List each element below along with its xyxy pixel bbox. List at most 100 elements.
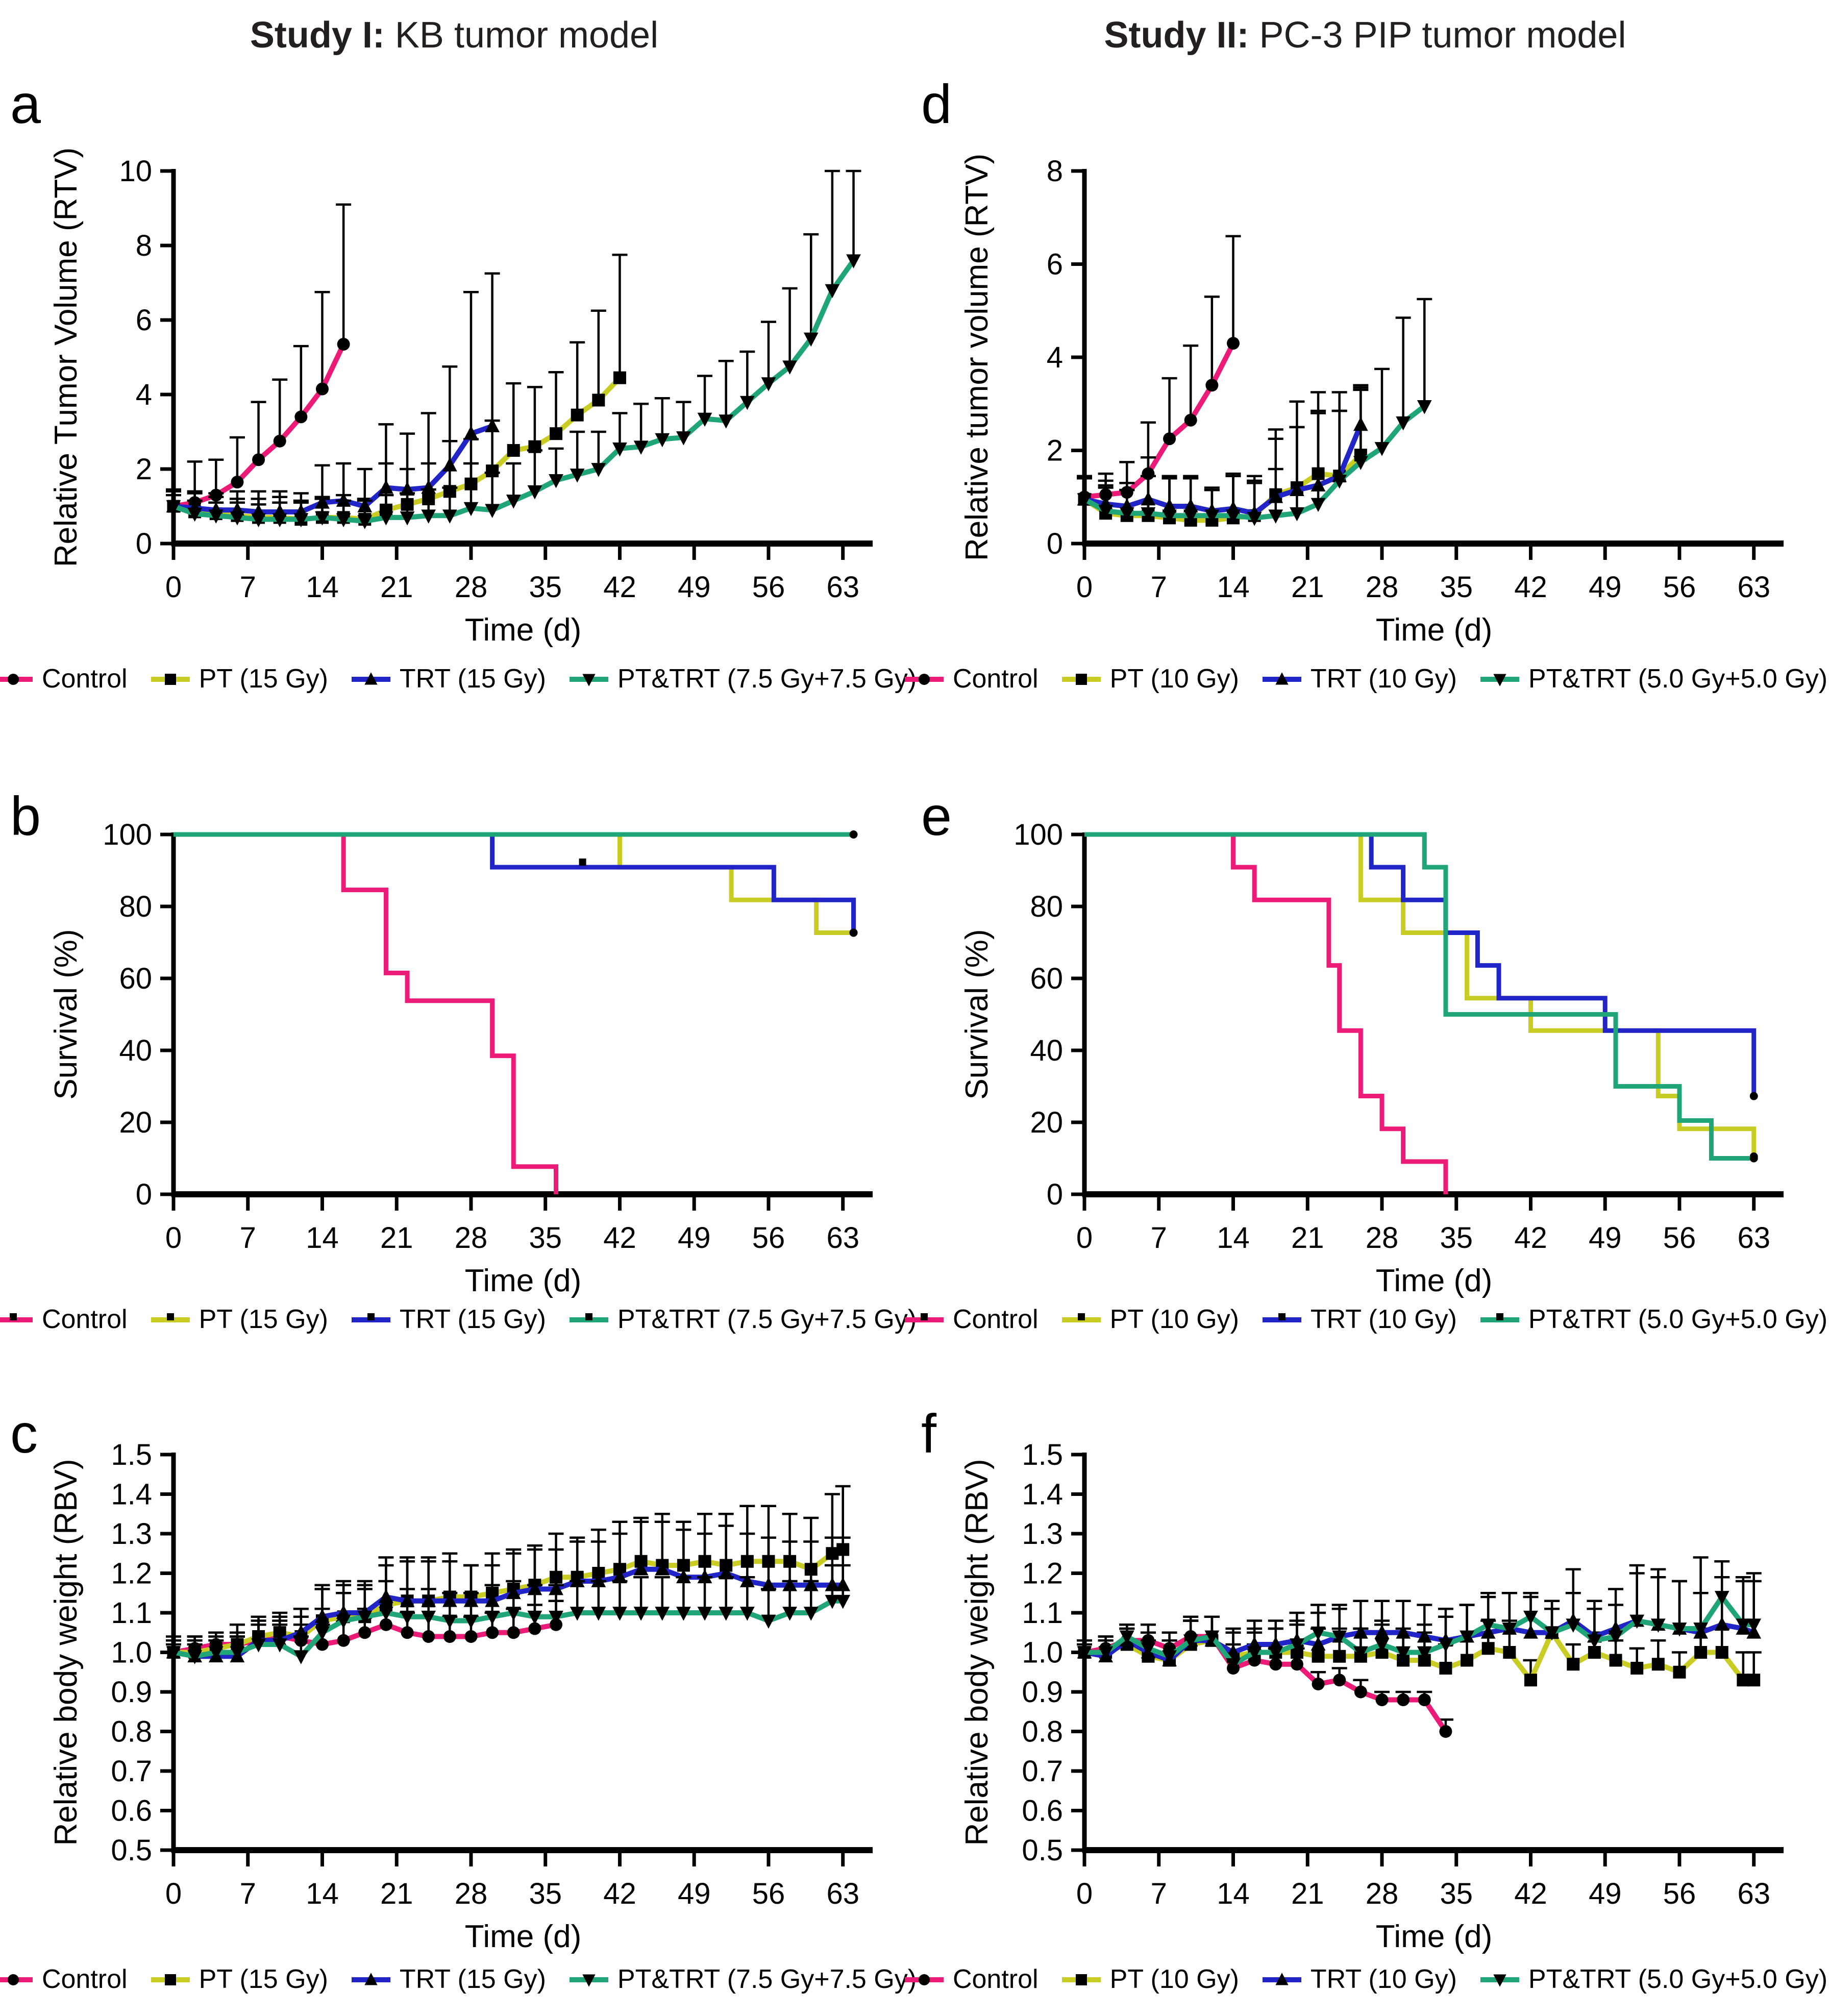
svg-text:14: 14 xyxy=(1217,1221,1250,1255)
legend-f: Control PT (10 Gy) TRT (10 Gy) PT&TRT (5.0 … xyxy=(904,1964,1827,1995)
svg-text:0.6: 0.6 xyxy=(111,1794,152,1828)
svg-text:Relative tumor volume (RTV): Relative tumor volume (RTV) xyxy=(959,154,995,561)
study2-title-prefix: Study II: xyxy=(1104,15,1249,56)
svg-text:4: 4 xyxy=(1047,341,1063,374)
legend-triangle-down-swatch xyxy=(1480,674,1519,686)
svg-text:Relative Tumor Volume (RTV): Relative Tumor Volume (RTV) xyxy=(48,147,84,567)
svg-text:14: 14 xyxy=(1217,1877,1250,1910)
legend-item: PT&TRT (7.5 Gy+7.5 Gy) xyxy=(567,1304,917,1335)
legend-triangle-up-swatch xyxy=(351,672,390,685)
chart-e-survival-pc3: 0 20 40 60 80 100 0 7 14 21 28 35 42 49 56 63 Time (d) Su… xyxy=(959,818,1784,1298)
svg-text:63: 63 xyxy=(826,571,859,604)
chart-c-body-weight-kb: 0.5 0.6 0.7 0.8 0.9 1.0 1.1 1.2 1.3 1.4 1.5 0 7 14 21 2… xyxy=(48,1438,873,1954)
legend-triangle-down-swatch xyxy=(569,1974,608,1987)
svg-text:1.4: 1.4 xyxy=(1022,1478,1063,1511)
chart-a-tumor-volume-kb: 0 2 4 6 8 10 0 7 14 21 28 35 42 49 56 63 Time (d) Relativ… xyxy=(48,147,873,648)
legend-item: PT (10 Gy) xyxy=(1060,1304,1239,1335)
legend-label: PT&TRT (7.5 Gy+7.5 Gy) xyxy=(617,1305,917,1334)
svg-text:35: 35 xyxy=(529,1221,562,1255)
panel-a-letter: a xyxy=(10,73,41,135)
svg-text:100: 100 xyxy=(103,818,152,851)
svg-text:14: 14 xyxy=(1217,571,1250,604)
panel-f-letter: f xyxy=(921,1403,937,1464)
svg-text:42: 42 xyxy=(603,1221,636,1255)
svg-text:0.6: 0.6 xyxy=(1022,1794,1063,1828)
svg-text:1.2: 1.2 xyxy=(111,1557,152,1590)
legend-e: Control PT (10 Gy) TRT (10 Gy) PT&TRT (5.0 … xyxy=(904,1304,1827,1335)
legend-item: Control xyxy=(0,1304,128,1335)
svg-text:1.5: 1.5 xyxy=(1022,1438,1063,1471)
svg-text:49: 49 xyxy=(678,1221,711,1255)
svg-text:42: 42 xyxy=(1514,571,1547,604)
legend-label: Control xyxy=(41,1305,128,1334)
svg-text:49: 49 xyxy=(678,1877,711,1910)
legend-label: Control xyxy=(952,1305,1039,1334)
svg-text:28: 28 xyxy=(1366,1877,1399,1910)
panel-b-letter: b xyxy=(10,785,41,847)
svg-text:1.1: 1.1 xyxy=(1022,1596,1063,1630)
svg-text:0: 0 xyxy=(136,527,152,560)
legend-circle-swatch xyxy=(904,674,944,685)
svg-text:14: 14 xyxy=(306,1221,339,1255)
svg-text:56: 56 xyxy=(752,1877,785,1910)
legend-line-swatch xyxy=(1061,1313,1101,1322)
chart-d-tumor-volume-pc3: 0 2 4 6 8 0 7 14 21 28 35 42 49 56 63 Time (d) Relative … xyxy=(959,154,1784,648)
svg-text:60: 60 xyxy=(119,962,152,995)
svg-text:100: 100 xyxy=(1014,818,1063,851)
svg-text:6: 6 xyxy=(1047,248,1063,281)
svg-text:56: 56 xyxy=(752,571,785,604)
legend-line-swatch xyxy=(351,1313,390,1322)
legend-label: TRT (15 Gy) xyxy=(399,664,546,694)
svg-text:35: 35 xyxy=(1440,1877,1473,1910)
svg-text:21: 21 xyxy=(1291,1877,1324,1910)
legend-circle-swatch xyxy=(904,1974,944,1985)
svg-text:14: 14 xyxy=(306,571,339,604)
svg-text:28: 28 xyxy=(455,571,488,604)
svg-text:42: 42 xyxy=(1514,1877,1547,1910)
legend-line-swatch xyxy=(1262,1313,1301,1322)
svg-text:63: 63 xyxy=(1737,1877,1770,1910)
legend-square-swatch xyxy=(151,1974,190,1985)
legend-item: Control xyxy=(0,1964,128,1995)
svg-text:42: 42 xyxy=(603,1877,636,1910)
svg-text:14: 14 xyxy=(306,1877,339,1910)
svg-text:Survival (%): Survival (%) xyxy=(959,929,995,1099)
svg-text:28: 28 xyxy=(1366,571,1399,604)
legend-label: PT (10 Gy) xyxy=(1109,664,1239,694)
legend-label: PT (10 Gy) xyxy=(1109,1305,1239,1334)
legend-item: PT&TRT (5.0 Gy+5.0 Gy) xyxy=(1478,663,1827,694)
legend-item: TRT (15 Gy) xyxy=(350,663,546,694)
svg-text:2: 2 xyxy=(136,453,152,486)
svg-text:35: 35 xyxy=(1440,571,1473,604)
svg-text:0: 0 xyxy=(1047,527,1063,560)
svg-text:49: 49 xyxy=(678,571,711,604)
svg-text:0: 0 xyxy=(1076,1221,1093,1255)
legend-b: Control PT (15 Gy) TRT (15 Gy) PT&TRT (7.5 … xyxy=(0,1304,917,1335)
svg-text:Time (d): Time (d) xyxy=(465,1919,581,1954)
svg-text:1.5: 1.5 xyxy=(111,1438,152,1471)
legend-line-swatch xyxy=(569,1313,608,1322)
chart-b-survival-kb: 0 20 40 60 80 100 0 7 14 21 28 35 42 49 56 63 Time (d) Su… xyxy=(48,818,873,1298)
svg-text:63: 63 xyxy=(826,1877,859,1910)
legend-label: PT&TRT (5.0 Gy+5.0 Gy) xyxy=(1528,1305,1828,1334)
svg-text:0.8: 0.8 xyxy=(1022,1715,1063,1749)
svg-text:0: 0 xyxy=(136,1178,152,1211)
legend-label: TRT (10 Gy) xyxy=(1310,1964,1457,1994)
panel-c-letter: c xyxy=(10,1403,38,1464)
legend-c: Control PT (15 Gy) TRT (15 Gy) PT&TRT (7.5 … xyxy=(0,1964,917,1995)
legend-item: PT (15 Gy) xyxy=(149,1304,328,1335)
legend-item: PT&TRT (5.0 Gy+5.0 Gy) xyxy=(1478,1304,1827,1335)
legend-item: TRT (15 Gy) xyxy=(350,1964,546,1995)
legend-item: Control xyxy=(903,663,1039,694)
svg-text:28: 28 xyxy=(1366,1221,1399,1255)
svg-text:Time (d): Time (d) xyxy=(465,612,581,648)
svg-text:35: 35 xyxy=(529,1877,562,1910)
legend-label: TRT (15 Gy) xyxy=(399,1964,546,1994)
svg-text:0.5: 0.5 xyxy=(1022,1834,1063,1867)
legend-item: PT (10 Gy) xyxy=(1060,1964,1239,1995)
svg-text:56: 56 xyxy=(1663,1221,1696,1255)
svg-text:7: 7 xyxy=(1151,1877,1167,1910)
svg-text:1.4: 1.4 xyxy=(111,1478,152,1511)
legend-label: Control xyxy=(41,664,128,694)
svg-text:42: 42 xyxy=(1514,1221,1547,1255)
